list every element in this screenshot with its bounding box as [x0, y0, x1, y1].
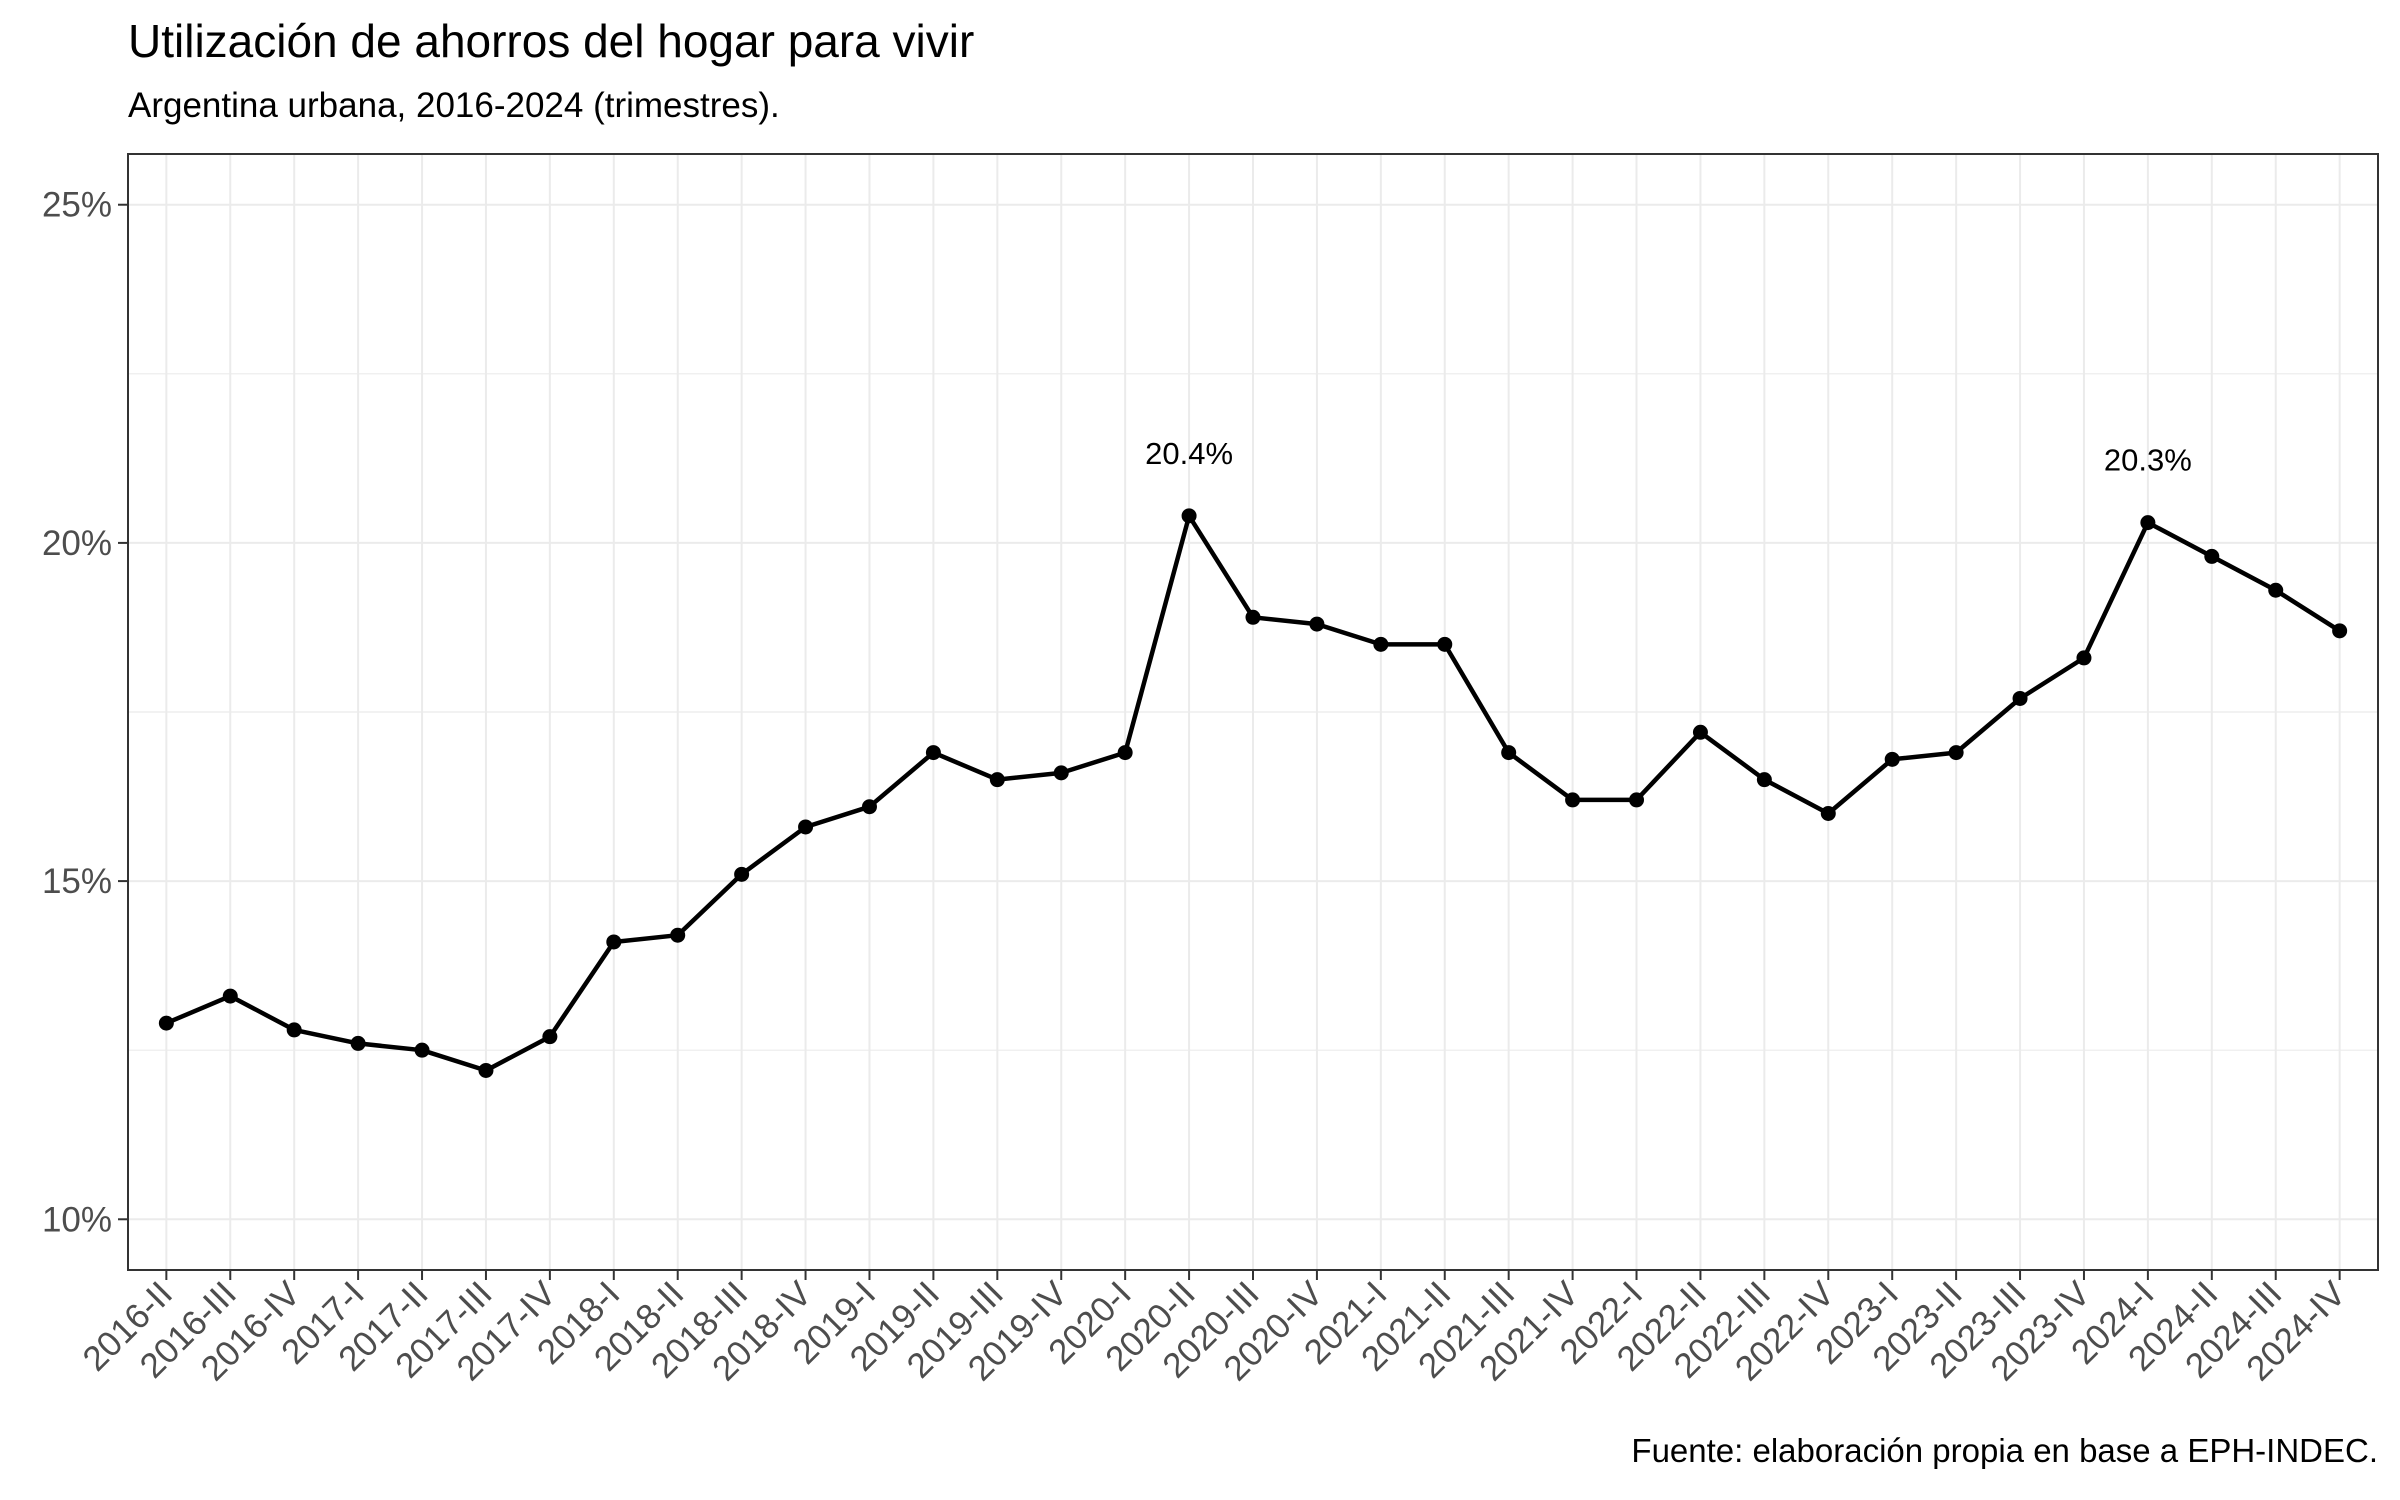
data-point [1437, 636, 1453, 652]
data-label: 20.4% [1145, 436, 1233, 471]
data-point [350, 1035, 366, 1051]
data-point [1565, 792, 1581, 808]
data-point [158, 1015, 174, 1031]
data-point [1501, 745, 1517, 761]
y-tick-label: 15% [42, 862, 112, 901]
data-point [542, 1029, 558, 1045]
chart-caption: Fuente: elaboración propia en base a EPH… [1631, 1432, 2378, 1469]
data-point [1053, 765, 1069, 781]
data-point [2332, 623, 2348, 639]
data-point [2012, 690, 2028, 706]
data-point [925, 745, 941, 761]
data-point [1117, 745, 1133, 761]
annotations: 20.4% 20.3% [1145, 436, 2192, 478]
data-point [286, 1022, 302, 1038]
data-point [606, 934, 622, 950]
data-point [861, 799, 877, 815]
data-point [414, 1042, 430, 1058]
axes: 10%15%20%25%2016-II2016-III2016-IV2017-I… [42, 186, 2354, 1389]
y-tick-label: 25% [42, 186, 112, 225]
y-tick-label: 10% [42, 1200, 112, 1239]
data-point [989, 772, 1005, 788]
data-point [1309, 616, 1325, 632]
panel-border [127, 153, 2379, 1271]
data-point [1756, 772, 1772, 788]
data-point [1884, 751, 1900, 767]
data-point [2268, 582, 2284, 598]
data-point [1181, 508, 1197, 524]
chart-subtitle: Argentina urbana, 2016-2024 (trimestres)… [128, 86, 780, 125]
data-point [1692, 724, 1708, 740]
data-point [2076, 650, 2092, 666]
grid-lines [128, 154, 2378, 1270]
data-point [2140, 515, 2156, 531]
chart-title: Utilización de ahorros del hogar para vi… [128, 15, 975, 67]
data-point [670, 927, 686, 943]
data-point [1373, 636, 1389, 652]
data-point [734, 866, 750, 882]
series-layer [158, 508, 2348, 1078]
y-tick-label: 20% [42, 524, 112, 563]
data-point [2204, 548, 2220, 564]
data-point [1820, 805, 1836, 821]
data-point [478, 1062, 494, 1078]
data-point [1629, 792, 1645, 808]
data-point [222, 988, 238, 1004]
data-label: 20.3% [2104, 443, 2192, 478]
data-point [1245, 609, 1261, 625]
data-point [1948, 745, 1964, 761]
data-point [798, 819, 814, 835]
